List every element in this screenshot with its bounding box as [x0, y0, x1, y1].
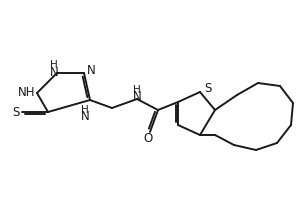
- Text: NH: NH: [18, 86, 36, 99]
- Text: N: N: [81, 110, 89, 123]
- Text: N: N: [133, 90, 141, 104]
- Text: S: S: [12, 106, 20, 118]
- Text: S: S: [204, 82, 212, 96]
- Text: H: H: [50, 60, 58, 70]
- Text: N: N: [50, 66, 58, 78]
- Text: H: H: [133, 85, 141, 95]
- Text: O: O: [143, 132, 153, 146]
- Text: H: H: [81, 105, 89, 115]
- Text: N: N: [87, 64, 95, 77]
